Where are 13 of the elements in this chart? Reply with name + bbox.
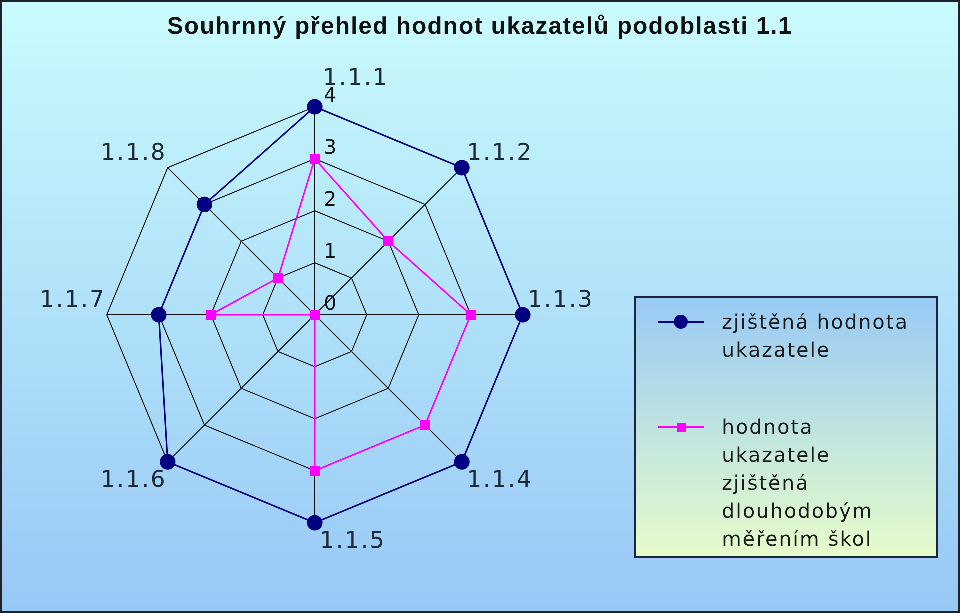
chart-title: Souhrnný přehled hodnot ukazatelů podoblasti 1.1 xyxy=(166,13,794,41)
y-tick-label: 1 xyxy=(324,239,337,263)
spoke-label: 1.1.4 xyxy=(467,467,534,494)
spoke-label: 1.1.2 xyxy=(467,140,534,166)
spoke-label: 1.1.6 xyxy=(100,467,167,494)
legend-label: zjištěná hodnota ukazatele xyxy=(722,309,910,364)
y-tick-label: 2 xyxy=(324,187,337,211)
y-tick-label: 3 xyxy=(324,135,337,159)
spoke-label: 1.1.5 xyxy=(320,528,386,554)
spoke-label: 1.1.3 xyxy=(528,287,594,313)
spoke-label: 1.1.7 xyxy=(40,287,106,313)
spoke-label: 1.1.8 xyxy=(100,140,167,166)
legend-label: hodnota ukazatele zjištěná dlouhodobým měřením škol xyxy=(722,414,874,553)
